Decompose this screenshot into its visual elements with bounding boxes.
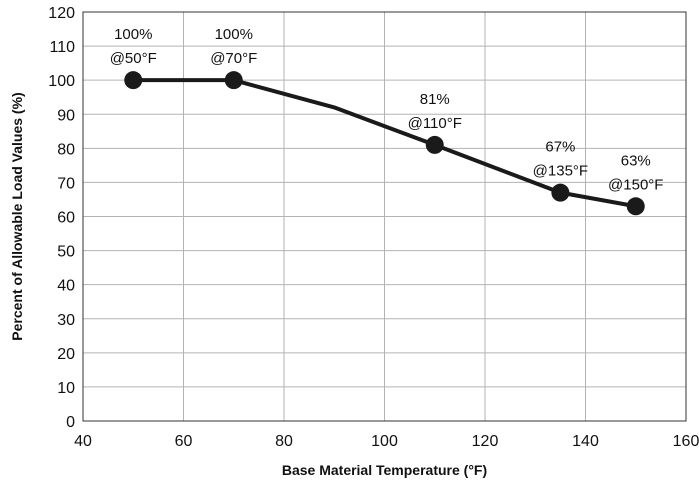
annotation-group: 100% @50°F 100% @70°F 81% @110°F 67% @135°F 63% @…	[110, 26, 664, 193]
y-tick-label: 20	[57, 346, 75, 363]
y-tick-label: 80	[57, 141, 75, 158]
y-tick-label: 10	[57, 380, 75, 397]
y-tick-label: 0	[66, 414, 75, 431]
x-tick-label: 120	[472, 433, 499, 450]
x-tick-label: 160	[673, 433, 699, 450]
data-label-temperature: @70°F	[210, 50, 257, 67]
data-label-value: 67%	[545, 139, 575, 156]
data-point-marker	[124, 71, 143, 90]
y-tick-label: 90	[57, 107, 75, 124]
y-tick-label: 50	[57, 244, 75, 261]
data-point-marker	[551, 183, 570, 202]
y-axis-title: Percent of Allowable Load Values (%)	[9, 92, 25, 340]
y-tick-label: 60	[57, 210, 75, 227]
y-axis-ticks: 0 10 20 30 40 50 60 70 80 90 100 110 120	[48, 5, 75, 431]
x-tick-label: 100	[371, 433, 398, 450]
series-group	[131, 78, 638, 209]
data-label-value: 63%	[621, 152, 651, 169]
y-tick-label: 110	[49, 39, 75, 56]
data-label-value: 100%	[215, 26, 253, 43]
y-tick-label: 40	[57, 278, 75, 295]
data-label-temperature: @135°F	[533, 163, 588, 180]
data-label-temperature: @150°F	[608, 176, 663, 193]
marker-group	[124, 71, 645, 216]
data-label-temperature: @110°F	[408, 115, 462, 132]
data-point-marker	[626, 197, 645, 216]
x-tick-label: 40	[74, 433, 92, 450]
y-tick-label: 120	[48, 5, 75, 22]
plot-area-frame	[82, 11, 687, 422]
x-tick-label: 80	[275, 433, 293, 450]
x-axis-ticks: 40 60 80 100 120 140 160	[74, 433, 699, 450]
data-point-marker	[425, 135, 444, 154]
y-tick-label: 100	[48, 73, 75, 90]
x-tick-label: 140	[572, 433, 599, 450]
y-tick-label: 30	[57, 312, 75, 329]
data-label-value: 81%	[420, 91, 450, 108]
x-tick-label: 60	[175, 433, 193, 450]
data-label-temperature: @50°F	[110, 50, 157, 67]
data-label-value: 100%	[114, 26, 152, 43]
x-axis-title: Base Material Temperature (°F)	[282, 462, 487, 478]
grid-lines	[82, 11, 687, 422]
data-point-marker	[224, 71, 243, 90]
series-line	[131, 78, 638, 209]
y-tick-label: 70	[57, 175, 75, 192]
